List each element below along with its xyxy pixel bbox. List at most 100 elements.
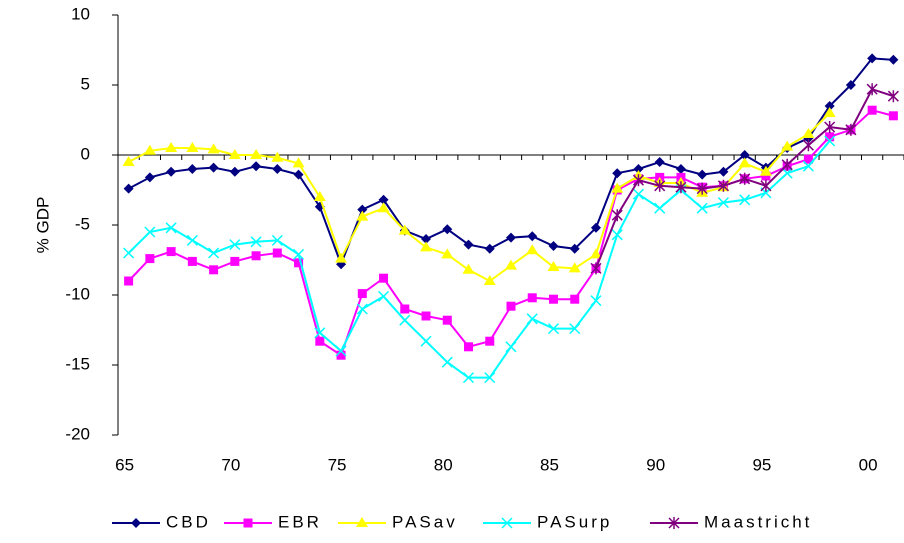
marker [207,143,220,154]
series-line [128,112,831,283]
marker [208,162,219,173]
marker [335,345,347,357]
marker [313,191,326,201]
legend-item: CBD [112,512,211,531]
marker [271,151,284,162]
x-tick-label: 90 [646,455,665,474]
marker [759,165,772,176]
legend-item: PASurp [483,512,609,531]
marker [718,166,729,177]
marker [654,157,665,167]
marker [292,157,305,168]
marker [357,289,367,299]
marker [717,197,729,209]
marker [867,105,877,115]
marker [823,107,836,117]
marker [131,518,141,528]
legend-item: EBR [224,512,322,531]
marker [123,247,135,259]
marker [760,179,772,192]
marker [697,169,708,180]
marker [696,182,708,195]
marker [229,239,241,251]
legend-label: EBR [278,512,322,531]
marker [293,248,305,260]
y-tick-label: -10 [65,284,90,303]
marker [336,350,346,360]
marker [442,224,453,235]
marker [675,164,686,174]
marker [293,169,304,180]
marker [611,229,623,241]
marker [378,194,389,205]
marker [315,336,325,346]
marker [632,188,644,200]
y-axis-label: % GDP [33,197,52,254]
marker [335,252,348,263]
marker [739,150,750,160]
marker [272,248,282,258]
marker [824,121,836,133]
marker [143,144,156,155]
marker [272,164,283,174]
marker [250,149,263,159]
marker [527,293,537,303]
marker [589,248,602,259]
y-tick-label: -5 [75,214,90,233]
y-tick-label: 10 [71,4,90,23]
legend-item: Maastricht [650,512,812,531]
marker [356,210,369,221]
marker [356,303,368,315]
marker [568,262,581,273]
marker [590,295,602,307]
marker [845,80,856,90]
marker [230,256,240,266]
x-tick-label: 65 [115,455,134,474]
marker [803,154,813,164]
marker [442,315,452,325]
marker [612,168,623,179]
marker [887,90,899,103]
legend-label: CBD [166,512,211,531]
marker [781,158,793,171]
marker [441,248,454,259]
marker [251,251,261,261]
marker [420,335,432,347]
marker [187,256,197,266]
x-tick-label: 80 [434,455,453,474]
marker [802,139,814,152]
marker [420,241,433,252]
marker [867,53,878,64]
legend-item: PASav [338,512,458,531]
marker [186,234,198,246]
marker [505,259,517,270]
marker [654,202,666,214]
marker [501,517,513,529]
marker [314,327,326,339]
marker [866,83,878,96]
marker [144,226,156,238]
marker [505,341,517,353]
marker [632,174,644,187]
marker [251,161,262,172]
marker [209,265,219,275]
marker [485,336,495,346]
marker [888,111,898,121]
marker [526,313,538,325]
legend-label: PASav [392,512,458,531]
marker [824,101,835,111]
marker [547,261,560,271]
marker [888,54,899,65]
marker [675,181,687,194]
marker [824,135,836,147]
marker [379,273,389,283]
marker [570,294,580,304]
marker [569,323,581,335]
x-tick-label: 00 [859,455,878,474]
marker [421,234,432,244]
marker [590,222,601,233]
marker [271,234,283,246]
marker [356,517,368,527]
marker [569,243,580,254]
legend-label: Maastricht [704,512,812,531]
